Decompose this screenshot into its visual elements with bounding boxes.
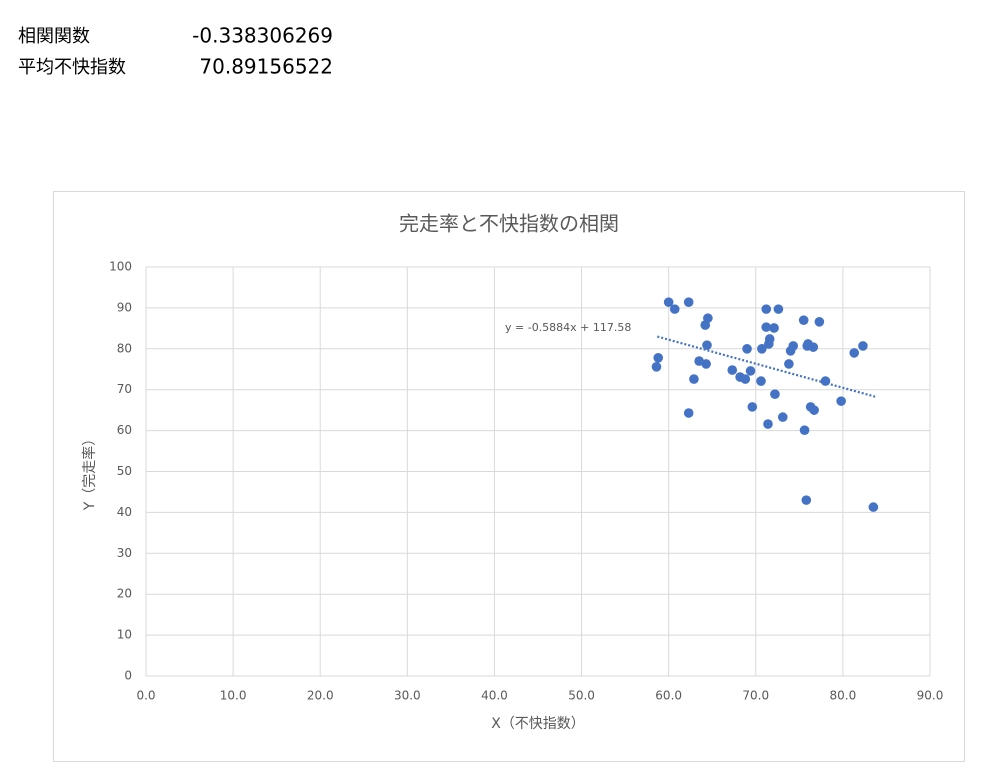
point [757, 344, 767, 354]
point [756, 376, 766, 386]
point [773, 304, 784, 314]
point [868, 502, 879, 512]
stat-value: 70.89156522 [199, 55, 333, 79]
x-tick-label: 80.0 [830, 689, 857, 703]
point [701, 359, 711, 369]
point [809, 405, 819, 415]
x-tick-label: 70.0 [742, 689, 769, 703]
point [769, 323, 779, 333]
point [747, 402, 758, 412]
point [808, 342, 819, 352]
point [742, 344, 752, 354]
y-tick-label: 60 [117, 423, 132, 437]
y-tick-label: 80 [117, 341, 132, 355]
stat-value: -0.338306269 [192, 24, 333, 48]
point [763, 419, 773, 429]
point [663, 297, 674, 307]
y-tick-label: 0 [124, 669, 132, 683]
point [799, 425, 810, 435]
point [858, 341, 868, 351]
point [653, 352, 664, 363]
trendline [657, 335, 876, 398]
point [801, 495, 812, 505]
y-tick-label: 90 [117, 300, 132, 314]
y-tick-label: 30 [117, 546, 132, 560]
point [740, 374, 751, 384]
y-axis-label: Y（完走率） [81, 432, 98, 512]
point [784, 359, 794, 369]
point [820, 376, 831, 386]
point [785, 346, 796, 356]
x-tick-label: 90.0 [917, 689, 944, 703]
point [761, 304, 772, 314]
point [836, 396, 846, 406]
x-tick-label: 20.0 [307, 689, 334, 703]
chart-title: 完走率と不快指数の相関 [399, 212, 619, 236]
point [761, 322, 772, 332]
y-tick-label: 100 [109, 260, 132, 274]
point [764, 339, 774, 349]
x-tick-label: 40.0 [481, 689, 508, 703]
y-tick-label: 40 [117, 505, 132, 519]
y-tick-label: 70 [117, 382, 132, 396]
chart-frame [53, 191, 965, 762]
y-tick-label: 20 [117, 587, 132, 601]
x-tick-label: 60.0 [655, 689, 682, 703]
stat-label: 相関関数 [18, 26, 90, 47]
point [770, 389, 780, 399]
point [689, 374, 699, 384]
point [702, 340, 712, 350]
point [777, 412, 788, 422]
point [700, 320, 711, 330]
y-tick-label: 10 [117, 628, 132, 642]
point [669, 304, 680, 314]
stat-label: 平均不快指数 [18, 57, 126, 78]
point [683, 297, 694, 307]
point [798, 315, 809, 325]
point [651, 361, 662, 372]
x-tick-label: 50.0 [568, 689, 595, 703]
point [814, 317, 825, 327]
point [727, 365, 738, 375]
point [683, 408, 694, 418]
x-tick-label: 30.0 [394, 689, 421, 703]
point [745, 366, 756, 376]
x-tick-label: 0.0 [136, 689, 155, 703]
x-axis-label: X（不快指数） [491, 716, 585, 732]
x-tick-label: 10.0 [220, 689, 247, 703]
trendline-label: y = -0.5884x + 117.58 [505, 321, 631, 334]
y-tick-label: 50 [117, 464, 132, 478]
point [849, 348, 860, 358]
